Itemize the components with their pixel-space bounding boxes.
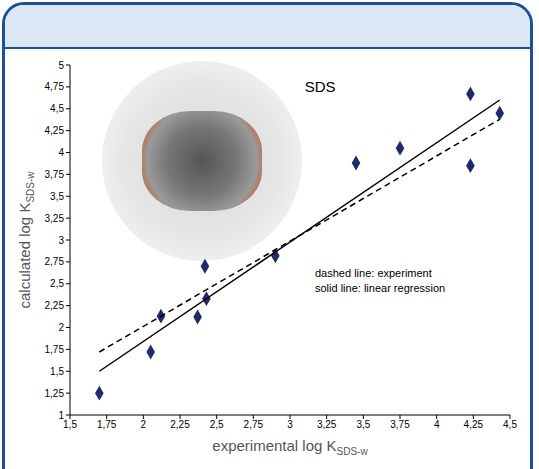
html-text:experimental log KSDS-w: experimental log KSDS-w [212, 437, 368, 457]
svg-text:1,5: 1,5 [50, 366, 64, 377]
svg-text:1,75: 1,75 [45, 344, 65, 355]
svg-text:3,5: 3,5 [50, 191, 64, 202]
svg-text:4,75: 4,75 [45, 81, 65, 92]
svg-text:4: 4 [434, 419, 440, 430]
svg-text:2,5: 2,5 [50, 278, 64, 289]
svg-text:1: 1 [58, 410, 64, 421]
svg-text:4,5: 4,5 [503, 419, 517, 430]
svg-text:3: 3 [58, 235, 64, 246]
svg-text:1,75: 1,75 [97, 419, 117, 430]
svg-text:4,25: 4,25 [45, 125, 65, 136]
html-text:dashed line: experiment: dashed line: experiment [315, 267, 432, 280]
svg-text:3,75: 3,75 [45, 169, 65, 180]
svg-text:4,25: 4,25 [464, 419, 484, 430]
svg-text:2: 2 [58, 322, 64, 333]
svg-text:2,5: 2,5 [210, 419, 224, 430]
svg-text:2,25: 2,25 [45, 300, 65, 311]
html-text:calculated log K: calculated log K [16, 202, 33, 309]
svg-text:1,25: 1,25 [45, 388, 65, 399]
svg-text:3,5: 3,5 [356, 419, 370, 430]
svg-text:2,75: 2,75 [45, 256, 65, 267]
html-text:SDS: SDS [304, 78, 336, 96]
svg-text:2,25: 2,25 [170, 419, 190, 430]
svg-text:1,5: 1,5 [63, 419, 77, 430]
svg-text:3: 3 [287, 419, 293, 430]
svg-text:3,75: 3,75 [390, 419, 410, 430]
html-text:SDS-w: SDS-w [25, 171, 36, 203]
html-text:solid line: linear regression: solid line: linear regression [315, 282, 446, 295]
svg-text:4,5: 4,5 [50, 103, 64, 114]
svg-text:3,25: 3,25 [45, 213, 65, 224]
svg-text:5: 5 [58, 60, 64, 71]
svg-text:2: 2 [141, 419, 147, 430]
svg-text:2,75: 2,75 [244, 419, 264, 430]
svg-text:3,25: 3,25 [317, 419, 337, 430]
svg-text:4: 4 [58, 147, 64, 158]
